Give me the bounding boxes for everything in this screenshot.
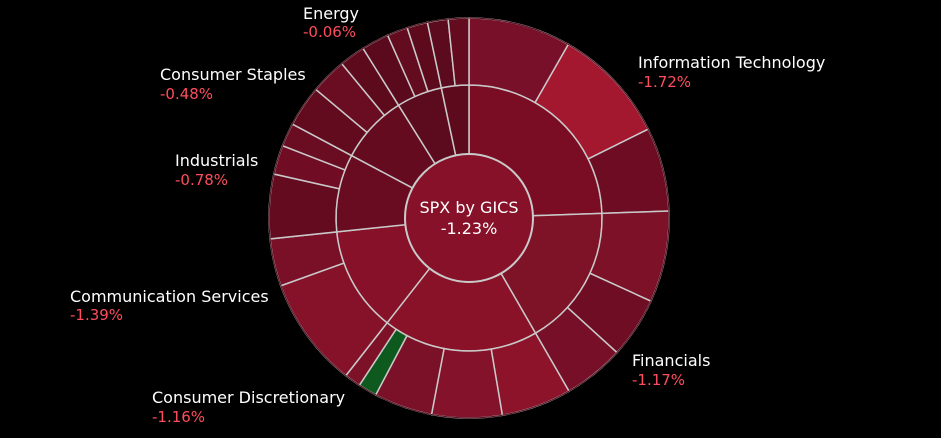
sector-labels: Information Technology -1.72% Financials… [70,4,825,426]
center-disc[interactable] [404,153,534,283]
sector-change-industrials: -0.78% [175,171,228,189]
sector-label-communication-services: Communication Services [70,287,269,306]
sector-change-information-technology: -1.72% [638,73,691,91]
sector-label-financials: Financials [632,351,710,370]
sector-change-consumer-staples: -0.48% [160,85,213,103]
sector-label-information-technology: Information Technology [638,53,825,72]
sunburst-rings [268,17,670,419]
sector-change-financials: -1.17% [632,371,685,389]
outer-ring-border [268,17,670,419]
sector-label-consumer-discretionary: Consumer Discretionary [152,388,345,407]
sector-label-energy: Energy [303,4,359,23]
sector-change-energy: -0.06% [303,23,356,41]
chart-title: SPX by GICS [419,198,518,217]
chart-total-change: -1.23% [441,219,498,238]
sector-label-consumer-staples: Consumer Staples [160,65,306,84]
sector-change-consumer-discretionary: -1.16% [152,408,205,426]
sector-label-industrials: Industrials [175,151,258,170]
sector-change-communication-services: -1.39% [70,306,123,324]
chart-center: SPX by GICS -1.23% [404,153,534,283]
